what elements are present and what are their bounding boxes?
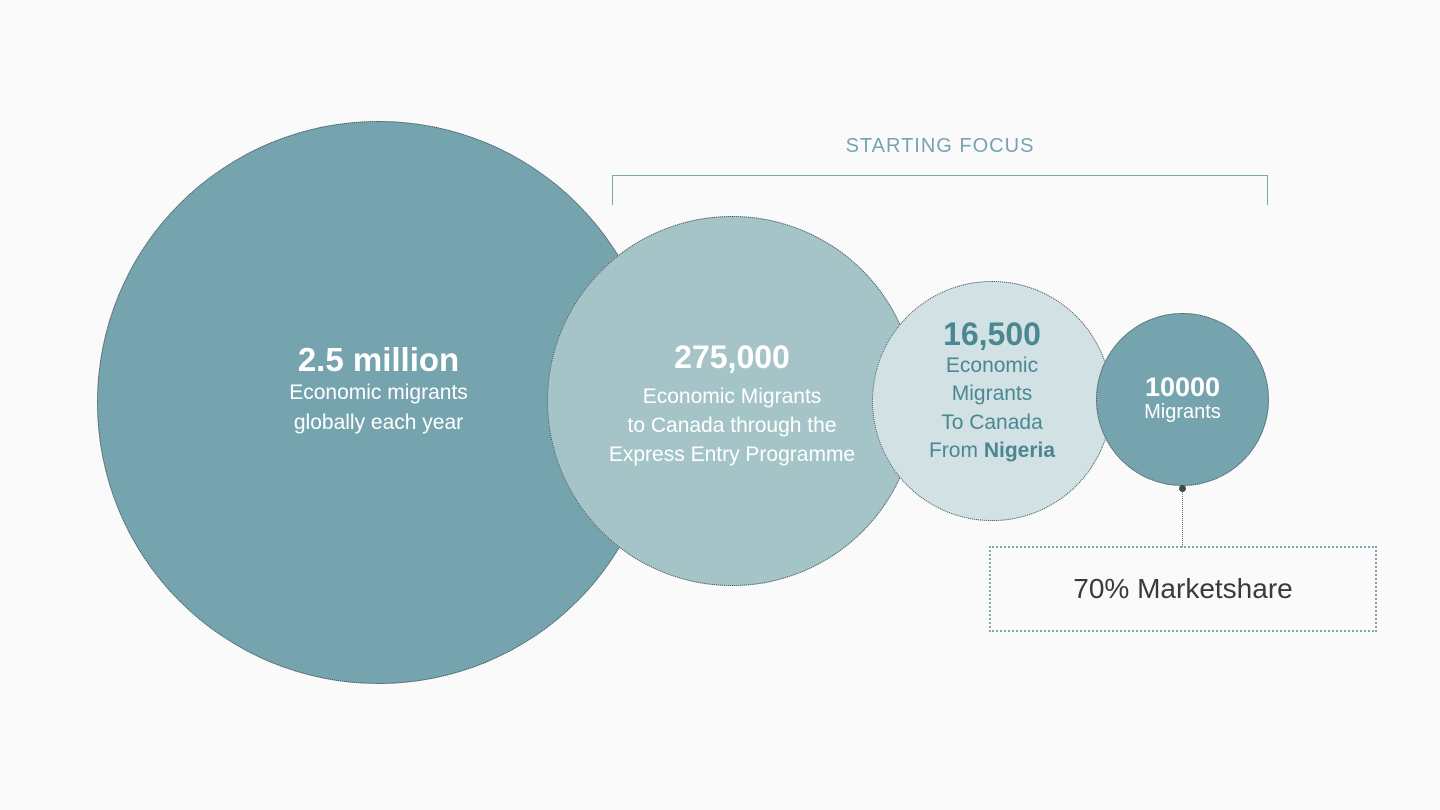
starting-focus-label: STARTING FOCUS — [845, 135, 1035, 157]
canada-express-entry-circle: 275,000 Economic Migrants to Canada thro… — [547, 216, 917, 586]
nigeria-from-prefix: From — [928, 438, 984, 462]
nigeria-migrants-value: 16,500 — [943, 315, 1041, 352]
target-migrants-circle: 10000 Migrants — [1096, 313, 1269, 486]
global-migrants-desc-line-1: Economic migrants — [289, 381, 468, 405]
nigeria-migrants-desc-line-1: Economic — [945, 353, 1039, 377]
global-migrants-value: 2.5 million — [297, 340, 460, 378]
canada-express-entry-desc-line-3: Express Entry Programme — [608, 443, 856, 467]
nigeria-migrants-circle: 16,500 Economic Migrants To Canada From … — [872, 281, 1112, 521]
canada-express-entry-desc-line-2: to Canada through the — [627, 413, 837, 437]
connector-dot — [1179, 485, 1186, 492]
canada-express-entry-value: 275,000 — [674, 339, 790, 376]
nigeria-highlight: Nigeria — [983, 438, 1056, 462]
starting-focus-bracket — [612, 175, 1268, 205]
nigeria-migrants-desc-line-3: To Canada — [941, 410, 1043, 434]
target-migrants-value: 10000 — [1144, 372, 1221, 402]
nigeria-migrants-desc-line-4: From Nigeria — [929, 437, 1055, 465]
target-migrants-desc: Migrants — [1144, 401, 1221, 423]
canada-express-entry-desc-line-1: Economic Migrants — [642, 384, 822, 408]
marketshare-callout: 70% Marketshare — [989, 546, 1377, 632]
connector-line — [1182, 491, 1183, 547]
nigeria-migrants-desc-line-2: Migrants — [951, 382, 1033, 406]
global-migrants-desc-line-2: globally each year — [293, 410, 464, 434]
